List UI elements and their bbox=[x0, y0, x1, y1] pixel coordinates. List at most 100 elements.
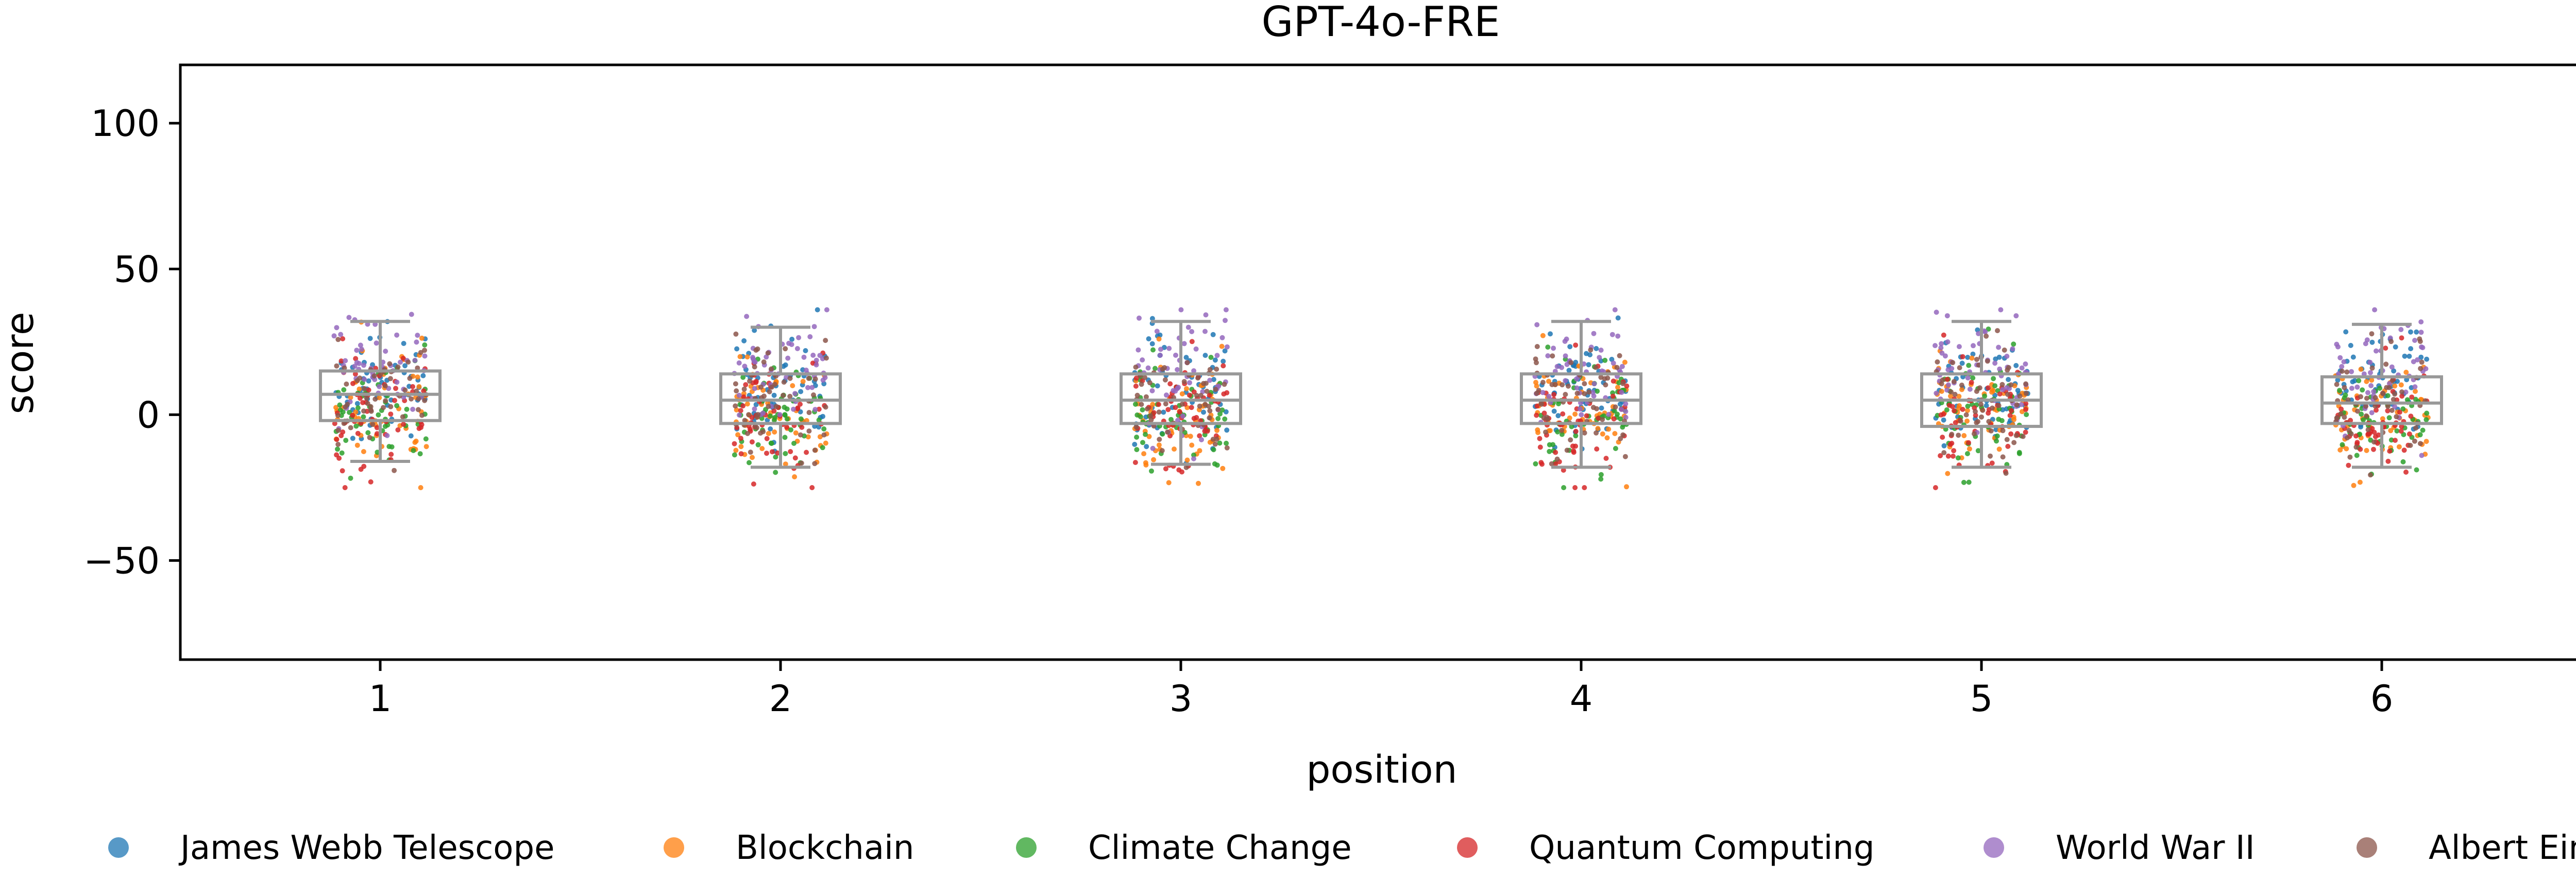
data-point bbox=[1986, 385, 1991, 391]
data-point bbox=[1586, 362, 1591, 368]
data-point bbox=[811, 392, 816, 398]
data-point bbox=[2005, 367, 2010, 373]
data-point bbox=[809, 385, 815, 390]
data-point bbox=[419, 412, 425, 418]
x-axis-ticks: 1 2 3 4 5 6 bbox=[369, 660, 2393, 720]
data-point bbox=[2388, 437, 2394, 443]
data-point bbox=[1163, 466, 1168, 472]
data-point bbox=[1163, 401, 1168, 407]
data-point bbox=[752, 359, 758, 365]
data-point bbox=[2392, 391, 2398, 397]
data-point bbox=[2342, 385, 2347, 390]
data-point bbox=[1563, 353, 1568, 359]
data-point bbox=[1990, 417, 1995, 422]
data-point bbox=[2401, 447, 2407, 453]
data-point bbox=[1613, 446, 1618, 451]
data-point bbox=[1595, 388, 1600, 394]
data-point bbox=[2393, 344, 2398, 350]
data-point bbox=[1945, 471, 1951, 476]
data-point bbox=[1212, 441, 1218, 447]
data-point bbox=[340, 409, 346, 415]
data-point bbox=[1615, 333, 1621, 339]
data-point bbox=[2398, 382, 2404, 388]
data-point bbox=[1574, 376, 1580, 382]
data-point bbox=[2394, 414, 2399, 420]
data-point bbox=[422, 398, 428, 403]
data-point bbox=[394, 379, 400, 385]
data-point bbox=[1945, 382, 1951, 388]
data-point bbox=[1217, 411, 1223, 417]
data-point bbox=[423, 436, 429, 442]
data-point bbox=[1551, 392, 1557, 398]
data-point bbox=[1535, 427, 1540, 433]
data-point bbox=[1612, 307, 1618, 313]
data-point bbox=[1996, 344, 2002, 350]
data-point bbox=[418, 350, 423, 355]
data-point bbox=[814, 357, 819, 363]
data-point bbox=[354, 401, 360, 406]
data-point bbox=[342, 365, 347, 371]
data-point bbox=[1221, 358, 1226, 364]
data-point bbox=[1534, 322, 1540, 327]
data-point bbox=[422, 342, 428, 348]
data-point bbox=[796, 335, 802, 340]
data-point bbox=[336, 455, 342, 461]
data-point bbox=[2371, 446, 2376, 452]
data-point bbox=[1956, 344, 1962, 350]
data-point bbox=[1222, 348, 1228, 354]
data-point bbox=[1588, 347, 1594, 353]
data-point bbox=[402, 387, 408, 393]
data-point bbox=[343, 358, 348, 364]
data-point bbox=[741, 394, 747, 400]
data-point bbox=[2386, 415, 2392, 421]
data-point bbox=[415, 333, 420, 338]
data-point bbox=[1966, 479, 1972, 485]
legend-marker-icon bbox=[1016, 837, 1037, 858]
data-point bbox=[2413, 396, 2418, 402]
data-point bbox=[1960, 407, 1965, 412]
data-point bbox=[1151, 410, 1157, 416]
data-point bbox=[1159, 448, 1165, 454]
data-point bbox=[1158, 352, 1163, 358]
data-point bbox=[2354, 453, 2360, 458]
data-point bbox=[1938, 345, 1944, 351]
data-point bbox=[2372, 434, 2378, 439]
data-point bbox=[1541, 410, 1547, 416]
data-point bbox=[1980, 407, 1986, 413]
data-point bbox=[1582, 430, 1587, 436]
data-point bbox=[1995, 328, 2000, 334]
data-point bbox=[2412, 438, 2417, 444]
data-point bbox=[1568, 360, 1574, 366]
data-point bbox=[2005, 443, 2011, 449]
data-point bbox=[747, 378, 752, 384]
data-point bbox=[2420, 427, 2426, 433]
data-point bbox=[2004, 385, 2010, 390]
data-point bbox=[1183, 355, 1189, 360]
data-point bbox=[1144, 444, 1149, 450]
data-point bbox=[1609, 332, 1615, 337]
data-point bbox=[1187, 380, 1192, 386]
data-point bbox=[394, 403, 400, 408]
data-point bbox=[1148, 417, 1154, 423]
data-point bbox=[759, 446, 765, 452]
data-point bbox=[1184, 386, 1189, 391]
data-point bbox=[748, 450, 753, 455]
data-point bbox=[1560, 411, 1566, 417]
data-point bbox=[1184, 360, 1190, 366]
data-point bbox=[1149, 388, 1155, 393]
data-point bbox=[372, 321, 378, 327]
data-point bbox=[2388, 339, 2394, 344]
data-point bbox=[765, 350, 771, 356]
data-point bbox=[1201, 409, 1206, 415]
data-point bbox=[2374, 407, 2379, 413]
y-axis-label: score bbox=[0, 312, 42, 415]
data-point bbox=[1947, 442, 1953, 447]
data-point bbox=[1158, 347, 1163, 352]
data-point bbox=[1950, 404, 1955, 409]
data-point bbox=[764, 354, 769, 360]
data-point bbox=[1197, 403, 1202, 409]
data-point bbox=[1544, 415, 1550, 420]
data-point bbox=[2023, 361, 2028, 367]
x-axis-label: position bbox=[1306, 748, 1457, 792]
